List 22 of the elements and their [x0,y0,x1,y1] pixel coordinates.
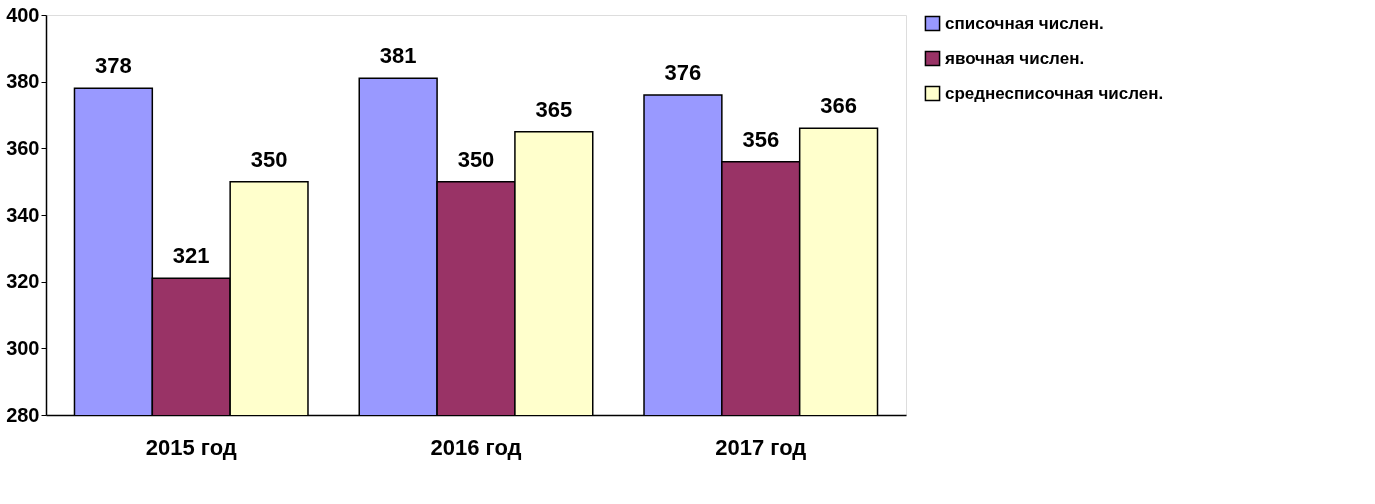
x-tick-label: 2017 год [715,434,807,460]
data-label: 381 [379,43,417,69]
data-label: 378 [95,53,132,79]
data-label: 366 [820,93,857,119]
y-tick-label: 380 [6,70,40,93]
data-label: 350 [457,146,495,172]
y-tick-label: 340 [6,203,40,226]
legend-label: среднесписочная числен. [945,83,1164,103]
y-tick-label: 320 [6,270,40,293]
legend-label: списочная числен. [945,13,1104,33]
legend-label: явочная числен. [944,48,1085,68]
x-tick-label: 2015 год [145,434,237,460]
y-tick-label: 300 [6,336,40,359]
data-label: 350 [250,146,288,172]
data-label: 356 [742,126,780,152]
data-label: 376 [664,60,702,85]
x-tick-label: 2016 год [430,434,522,460]
y-tick-label: 360 [6,136,40,159]
y-tick-label: 280 [6,403,40,426]
data-label: 365 [535,96,573,122]
data-label: 321 [172,243,210,269]
y-tick-label: 400 [6,3,40,26]
